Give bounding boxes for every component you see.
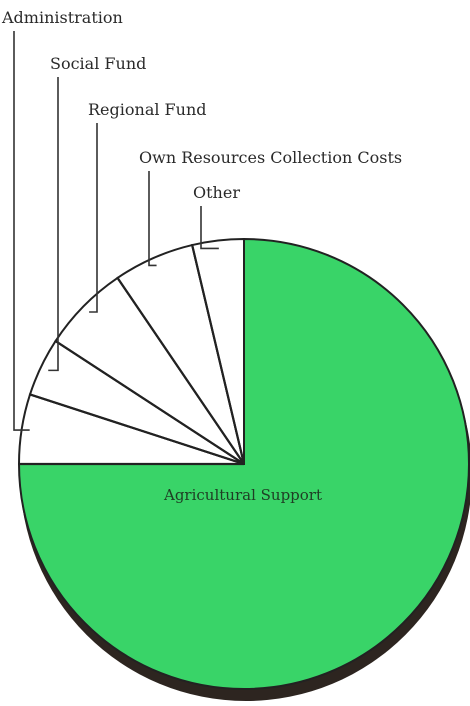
slice-label-social-fund: Social Fund <box>50 54 146 73</box>
slice-label-other: Other <box>193 183 240 202</box>
slice-separator <box>54 340 245 465</box>
leader-line <box>89 123 98 313</box>
slice-separator <box>191 244 246 465</box>
slice-label-own-resources-collection-costs: Own Resources Collection Costs <box>139 148 402 167</box>
slice-separator <box>29 393 245 466</box>
pie-slices <box>17 237 470 690</box>
leader-line <box>48 77 59 372</box>
leader-line <box>13 31 30 431</box>
leader-line <box>200 206 219 250</box>
pie-slice-agricultural-support <box>17 237 470 690</box>
slice-label-agricultural-support: Agricultural Support <box>163 486 322 504</box>
leader-line <box>148 171 157 267</box>
leader-lines <box>13 31 219 431</box>
slice-label-regional-fund: Regional Fund <box>88 100 207 119</box>
slice-label-administration: Administration <box>1 8 123 27</box>
slice-separator <box>116 277 245 465</box>
slice-labels: Agricultural Support Administration Social… <box>1 8 402 504</box>
